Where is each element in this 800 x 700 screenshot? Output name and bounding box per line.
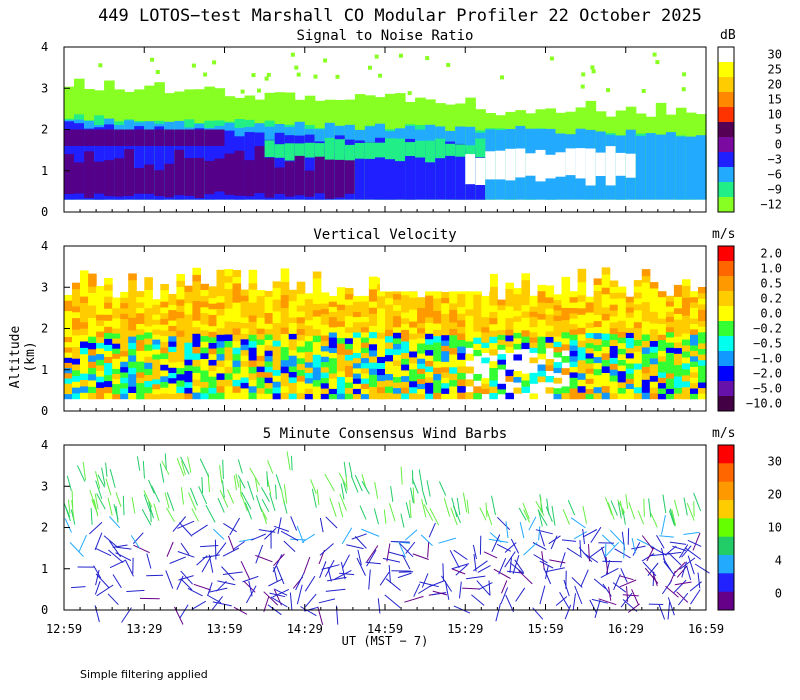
panel-1-colorbar-label: −0.2 (753, 322, 782, 336)
panel-1-colorbar-swatch (718, 276, 734, 292)
panel-0-colorbar-label: −9 (768, 183, 782, 197)
panel-2-colorbar-swatch (718, 481, 734, 501)
x-tick-label: 15:29 (447, 622, 483, 636)
panel-1-y-tick-label: 0 (41, 404, 48, 418)
panel-1-colorbar-swatch (718, 261, 734, 277)
panel-2-frame (63, 444, 707, 611)
panel-1-colorbar-swatch (718, 396, 734, 412)
panel-1-colorbar-frame (717, 245, 735, 412)
panel-2-colorbar-label: 20 (768, 488, 782, 502)
panel-0-colorbar-frame (717, 46, 735, 213)
x-tick-label: 14:59 (367, 622, 403, 636)
x-tick-label: 14:29 (287, 622, 323, 636)
panel-0-colorbar-swatch (718, 152, 734, 168)
x-axis-label: UT (MST − 7) (341, 634, 429, 648)
x-tick-label: 15:59 (527, 622, 563, 636)
panel-2-y-tick-label: 1 (41, 562, 48, 576)
panel-2-colorbar-swatch (718, 445, 734, 464)
snr-panel-title: Signal to Noise Ratio (296, 28, 474, 44)
panel-1-colorbar-label: 0.0 (760, 307, 782, 321)
velocity-field (64, 262, 707, 400)
panel-0-colorbar-swatch (718, 47, 734, 63)
wind-panel-title: 5 Minute Consensus Wind Barbs (262, 426, 508, 442)
panel-1-colorbar-swatch (718, 351, 734, 367)
panel-2-y-tick-label: 2 (41, 521, 48, 535)
panel-0-y-tick-label: 3 (41, 81, 48, 95)
panel-0-colorbar-label: −12 (760, 198, 782, 212)
panel-1-y-tick-label: 4 (41, 239, 48, 253)
panel-0-colorbar-label: 10 (768, 108, 782, 122)
panel-0-colorbar-swatch (718, 137, 734, 153)
x-tick-label: 12:59 (46, 622, 82, 636)
panel-2-colorbar-swatch (718, 463, 734, 482)
panel-1-colorbar-label: 1.0 (760, 262, 782, 276)
panel-2-colorbar-frame (717, 444, 735, 611)
panel-2-colorbar-swatch (718, 500, 734, 519)
x-tick-label: 16:29 (608, 622, 644, 636)
panel-1-colorbar-swatch (718, 306, 734, 322)
main-title: 449 LOTOS−test Marshall CO Modular Profi… (98, 6, 702, 26)
panel-0-colorbar-swatch (718, 107, 734, 123)
panel-1-colorbar-label: −0.5 (753, 337, 782, 351)
panel-0-colorbar-swatch (718, 122, 734, 138)
snr-field (64, 52, 707, 200)
panel-2-y-tick-label: 0 (41, 603, 48, 617)
panel-0-y-tick-label: 4 (41, 40, 48, 54)
panel-2-y-tick-label: 4 (41, 438, 48, 452)
snr-unit: dB (720, 28, 736, 43)
panel-2-colorbar-label: 10 (768, 521, 782, 535)
x-tick-label: 13:59 (206, 622, 242, 636)
x-tick-label: 16:59 (688, 622, 724, 636)
panel-0-colorbar-swatch (718, 62, 734, 78)
panel-1-colorbar-swatch (718, 246, 734, 262)
panel-0-colorbar-label: 20 (768, 78, 782, 92)
wind-barb-field (63, 451, 710, 626)
panel-0-colorbar-label: −3 (768, 153, 782, 167)
x-tick-label: 13:29 (126, 622, 162, 636)
panel-2-colorbar-swatch (718, 536, 734, 556)
panel-0-colorbar-label: 5 (775, 123, 782, 137)
panel-1-colorbar-label: −2.0 (753, 367, 782, 381)
panel-2-colorbar-swatch (718, 591, 734, 611)
panel-1-colorbar-swatch (718, 321, 734, 337)
panel-0-colorbar-swatch (718, 182, 734, 198)
panel-1-y-tick-label: 3 (41, 280, 48, 294)
panel-0-colorbar-swatch (718, 92, 734, 108)
panel-0-colorbar-label: 30 (768, 48, 782, 62)
velocity-panel-title: Vertical Velocity (313, 227, 457, 243)
panel-2-colorbar-swatch (718, 555, 734, 574)
panel-0-colorbar-swatch (718, 167, 734, 183)
wind-unit: m/s (712, 426, 736, 441)
panel-0-colorbar-label: 15 (768, 93, 782, 107)
panel-2-colorbar-label: 0 (775, 587, 782, 601)
panel-0-y-tick-label: 2 (41, 123, 48, 137)
panel-2-colorbar-swatch (718, 518, 734, 537)
filter-note: Simple filtering applied (80, 668, 208, 681)
panel-1-colorbar-label: −1.0 (753, 352, 782, 366)
panel-1-colorbar-swatch (718, 381, 734, 397)
panel-0-colorbar-label: 25 (768, 63, 782, 77)
panel-0-colorbar-label: 0 (775, 138, 782, 152)
panel-2-colorbar-label: 4 (775, 554, 782, 568)
panel-1-colorbar-label: 0.5 (760, 277, 782, 291)
panel-1-colorbar-label: 2.0 (760, 247, 782, 261)
panel-1-colorbar-swatch (718, 291, 734, 307)
panel-0-y-tick-label: 1 (41, 164, 48, 178)
panel-2-colorbar-swatch (718, 573, 734, 592)
panel-1-colorbar-label: 0.2 (760, 292, 782, 306)
panel-1-y-tick-label: 2 (41, 322, 48, 336)
panel-1-colorbar-label: −5.0 (753, 382, 782, 396)
panel-1-colorbar-swatch (718, 336, 734, 352)
panel-1-y-tick-label: 1 (41, 363, 48, 377)
velocity-unit: m/s (712, 227, 736, 242)
panel-0-colorbar-label: −6 (768, 168, 782, 182)
panel-0-y-tick-label: 0 (41, 205, 48, 219)
panel-2-colorbar-label: 30 (768, 455, 782, 469)
panel-1-colorbar-swatch (718, 366, 734, 382)
panel-2-y-tick-label: 3 (41, 479, 48, 493)
panel-0-colorbar-swatch (718, 77, 734, 93)
panel-0-colorbar-swatch (718, 197, 734, 213)
panel-1-colorbar-label: −10.0 (746, 397, 782, 411)
